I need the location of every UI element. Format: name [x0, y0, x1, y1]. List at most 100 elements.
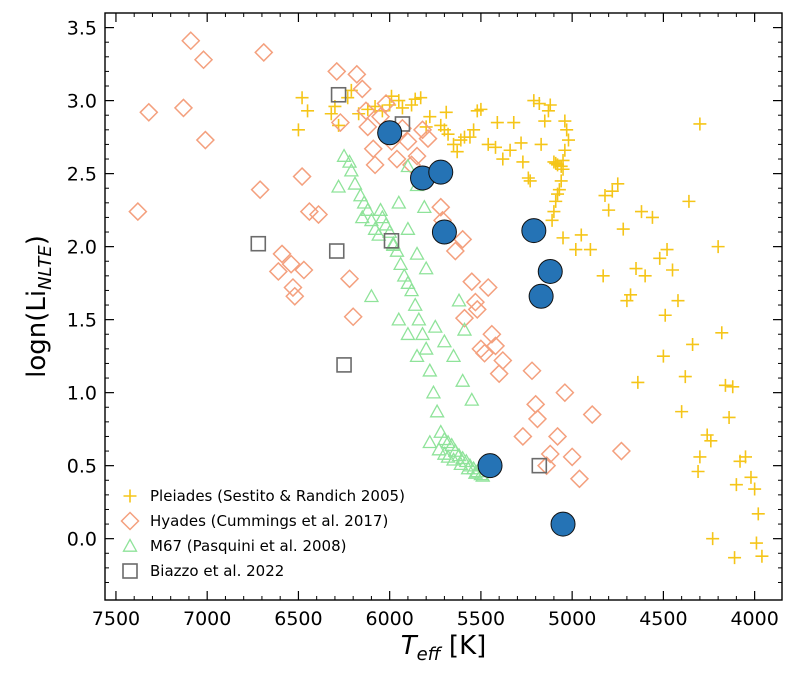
data-point-triangle	[385, 237, 401, 252]
legend-label: Pleiades (Sestito & Randich 2005)	[150, 487, 405, 505]
data-point-triangle	[400, 158, 416, 173]
data-point-diamond	[537, 456, 557, 476]
data-point-square	[336, 357, 352, 373]
data-point-plus	[645, 210, 659, 224]
data-point-plus	[295, 91, 309, 105]
data-point-diamond	[139, 102, 159, 122]
data-point-diamond	[268, 261, 288, 282]
y-tick-label: 2.0	[67, 237, 97, 259]
y-tick-label: 1.5	[67, 310, 97, 332]
data-point-triangle	[354, 209, 370, 224]
data-point-triangle	[363, 212, 380, 227]
data-point-plus	[656, 349, 670, 363]
data-point-plus	[605, 184, 619, 198]
data-point-plus	[583, 243, 597, 257]
data-point-diamond	[327, 61, 347, 81]
legend-entry: Biazzo et al. 2022	[122, 562, 284, 580]
data-point-plus	[749, 536, 763, 550]
data-point-plus	[554, 159, 568, 173]
data-point-diamond	[376, 93, 396, 114]
data-point-plus	[569, 243, 583, 257]
data-point-triangle	[372, 202, 389, 216]
legend: Pleiades (Sestito & Randich 2005) Hyades …	[120, 487, 405, 580]
data-point-plus	[711, 240, 725, 254]
data-point-plus	[682, 194, 696, 208]
data-point-diamond	[465, 292, 485, 312]
data-point-plus	[561, 133, 575, 147]
data-point-plus	[686, 337, 700, 351]
y-axis-label: logn(LiNLTE)	[22, 235, 56, 378]
data-point-plus	[514, 136, 528, 150]
data-point-plus	[629, 262, 643, 276]
series-circle	[377, 120, 576, 537]
y-tick-label: 1.0	[67, 383, 97, 405]
data-point-plus	[671, 294, 685, 308]
data-point-plus	[558, 143, 572, 157]
data-point-plus	[729, 478, 743, 492]
legend-marker-plus	[123, 489, 137, 503]
data-point-triangle	[382, 224, 398, 238]
data-point-plus	[392, 94, 406, 108]
data-point-triangle	[385, 235, 401, 250]
data-point-plus	[554, 174, 568, 188]
data-point-diamond	[128, 202, 148, 222]
data-point-triangle	[467, 465, 484, 479]
data-point-plus	[467, 123, 481, 137]
data-point-plus	[538, 114, 552, 128]
data-point-triangle	[427, 319, 443, 333]
data-point-triangle	[403, 282, 420, 297]
data-point-triangle	[445, 451, 462, 466]
data-point-diamond	[478, 277, 498, 298]
data-point-plus	[744, 470, 758, 484]
data-point-circle	[550, 511, 576, 537]
data-point-triangle	[422, 362, 438, 377]
data-point-plus	[291, 123, 305, 137]
data-point-triangle	[436, 333, 453, 348]
data-point-triangle	[343, 162, 359, 177]
data-point-circle	[477, 453, 503, 479]
data-point-diamond	[482, 324, 502, 344]
data-point-triangle	[378, 216, 394, 231]
data-point-diamond	[454, 308, 475, 328]
data-point-plus	[545, 213, 559, 227]
data-point-plus	[490, 116, 504, 130]
data-point-plus	[718, 378, 732, 392]
data-point-triangle	[436, 431, 453, 446]
data-point-triangle	[356, 194, 372, 209]
data-point-triangle	[393, 256, 409, 271]
data-point-triangle	[453, 456, 469, 471]
data-point-plus	[693, 117, 707, 131]
data-point-triangle	[363, 288, 380, 303]
data-point-triangle	[418, 260, 434, 275]
data-point-plus	[624, 288, 638, 302]
data-point-plus	[551, 187, 565, 201]
data-point-plus	[755, 549, 769, 563]
data-point-triangle	[407, 297, 423, 311]
data-point-plus	[450, 145, 464, 159]
data-point-triangle	[411, 311, 427, 326]
data-point-plus	[301, 104, 315, 118]
data-point-diamond	[250, 180, 270, 200]
data-point-plus	[549, 156, 563, 170]
data-point-plus	[666, 263, 680, 277]
data-point-diamond	[462, 272, 482, 292]
y-tick-label: 0.0	[67, 529, 97, 551]
data-point-plus	[489, 140, 503, 154]
data-point-plus	[423, 110, 437, 124]
data-point-diamond	[431, 197, 451, 217]
data-point-triangle	[456, 322, 473, 336]
data-point-triangle	[347, 176, 363, 190]
data-point-diamond	[489, 364, 509, 384]
data-point-plus	[441, 127, 455, 141]
data-point-diamond	[418, 129, 438, 149]
y-tick-label: 0.5	[67, 456, 97, 478]
data-point-triangle	[445, 348, 462, 362]
data-point-plus	[700, 428, 714, 442]
legend-label: Hyades (Cummings et al. 2017)	[150, 512, 388, 530]
data-point-plus	[728, 551, 742, 565]
data-point-plus	[447, 137, 461, 151]
data-point-diamond	[453, 229, 473, 249]
data-point-square	[330, 86, 347, 103]
x-tick-label: 5500	[457, 608, 505, 630]
